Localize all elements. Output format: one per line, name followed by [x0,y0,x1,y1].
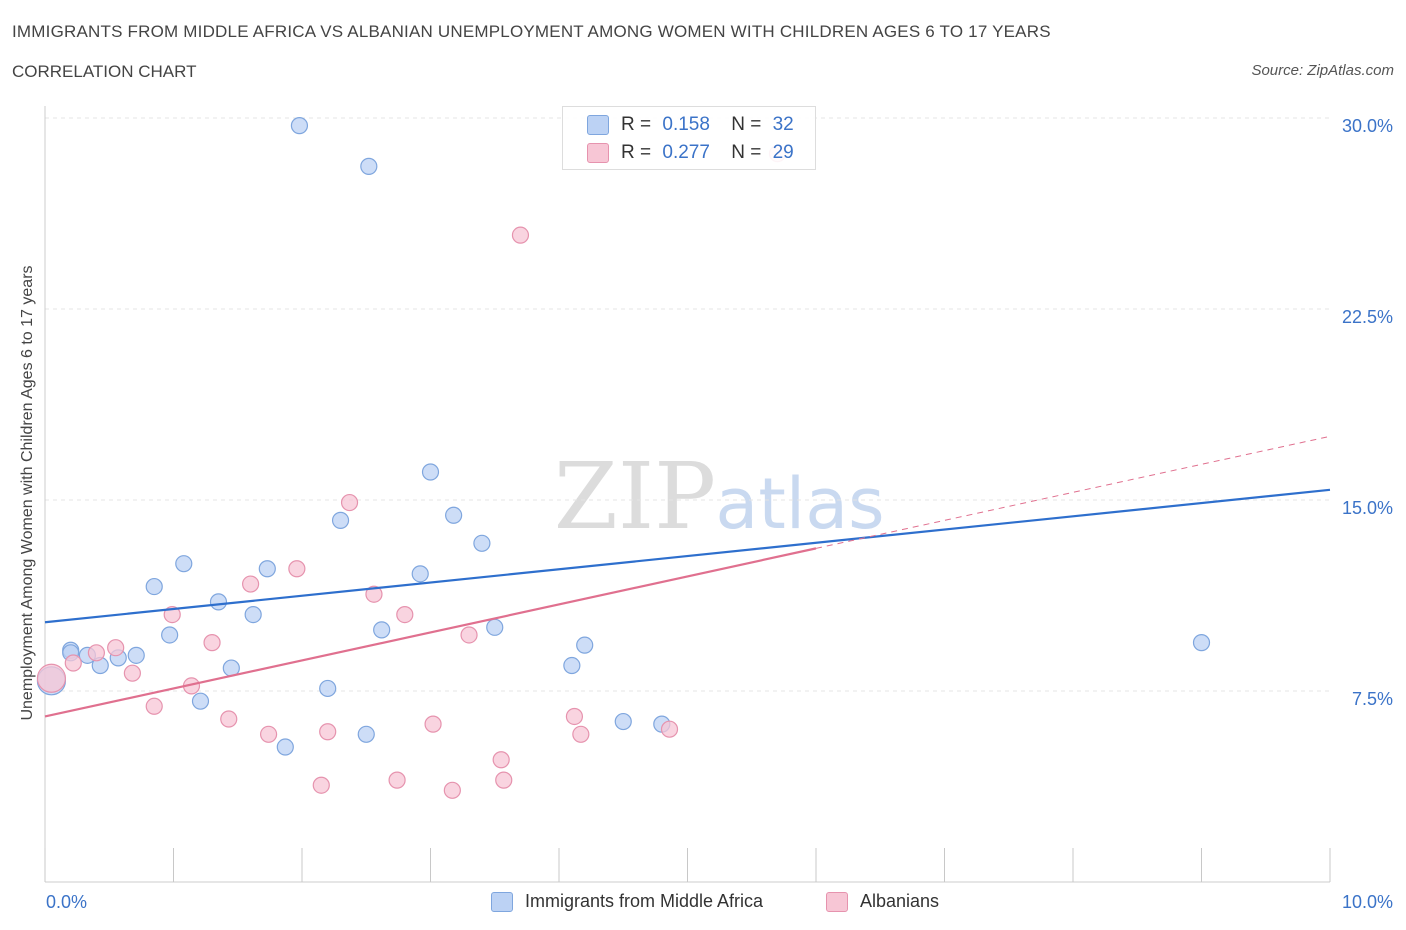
point-immigrants [290,117,309,135]
point-albanians [492,751,510,769]
legend-label-albanians: Albanians [860,891,940,911]
legend-label-immigrants: Immigrants from Middle Africa [525,891,764,911]
legend-swatch-pink [826,892,848,912]
point-immigrants [127,646,145,664]
point-immigrants [421,463,440,481]
point-immigrants [473,534,491,552]
trend-line-immigrants [44,488,1331,624]
r-label: R = [621,142,652,163]
source-credit: Source: ZipAtlas.com [1251,62,1394,79]
r-value-pink: 0.277 [662,142,710,163]
legend-swatch-blue [491,892,513,912]
n-label: N = [731,142,762,163]
point-albanians [424,715,442,733]
chart-subtitle: CORRELATION CHART [12,62,197,81]
point-albanians [312,776,330,794]
point-immigrants [319,679,337,698]
point-albanians [572,725,590,743]
point-albanians [396,605,414,624]
point-albanians [660,720,679,738]
point-albanians [340,493,359,512]
trend-line-albanians [44,547,817,718]
y-tick-label: 30.0% [1342,116,1393,136]
point-immigrants [563,656,581,675]
point-albanians [36,663,67,693]
point-immigrants [576,636,594,654]
y-tick-label: 22.5% [1342,307,1393,327]
correlation-stats-box: R = 0.158 N = 32 R = 0.277 N = 29 [562,106,816,170]
point-immigrants [614,712,632,731]
pink-swatch [587,143,609,163]
point-albanians [123,664,141,682]
point-immigrants [161,626,179,644]
r-label: R = [621,114,652,135]
point-immigrants [486,618,504,636]
point-immigrants [357,725,375,743]
blue-swatch [587,115,609,135]
point-immigrants [258,560,276,578]
trend-line-albanians [815,435,1331,549]
point-immigrants [373,621,391,639]
r-value-blue: 0.158 [662,114,710,135]
point-immigrants [175,555,193,573]
y-tick-label: 15.0% [1342,498,1393,518]
stats-text-pink: R = 0.277 N = 29 [621,142,794,164]
point-albanians [87,644,106,662]
point-albanians [388,771,406,789]
n-label: N = [731,114,762,135]
point-immigrants [145,577,163,596]
point-immigrants [360,157,378,175]
point-albanians [565,707,584,726]
point-albanians [288,560,306,578]
n-value-pink: 29 [772,142,794,163]
stats-text-blue: R = 0.158 N = 32 [621,114,794,136]
point-albanians [511,226,530,244]
point-albanians [319,723,337,741]
point-immigrants [445,506,463,524]
point-albanians [64,654,82,672]
x-tick-label-max: 10.0% [1342,892,1393,912]
watermark-atlas: atlas [715,463,884,545]
point-albanians [203,634,221,652]
x-tick-label-min: 0.0% [46,892,87,912]
point-albanians [365,585,383,603]
point-immigrants [191,692,210,710]
point-albanians [220,710,238,728]
point-immigrants [244,605,262,624]
point-albanians [242,575,260,593]
point-immigrants [411,565,429,583]
point-immigrants [331,511,350,529]
point-albanians [460,626,478,644]
point-albanians [259,725,278,743]
point-immigrants [209,593,228,611]
point-albanians [443,781,461,799]
n-value-blue: 32 [772,114,794,135]
point-immigrants [1192,634,1211,652]
point-immigrants [276,738,294,756]
point-albanians [495,771,513,789]
y-tick-label: 7.5% [1352,689,1393,709]
point-albanians [145,697,163,715]
chart-title: IMMIGRANTS FROM MIDDLE AFRICA VS ALBANIA… [12,22,1051,41]
chart-legend: Immigrants from Middle Africa Albanians [0,890,1406,916]
watermark-zip: ZIP [554,443,716,550]
point-albanians [107,639,125,657]
